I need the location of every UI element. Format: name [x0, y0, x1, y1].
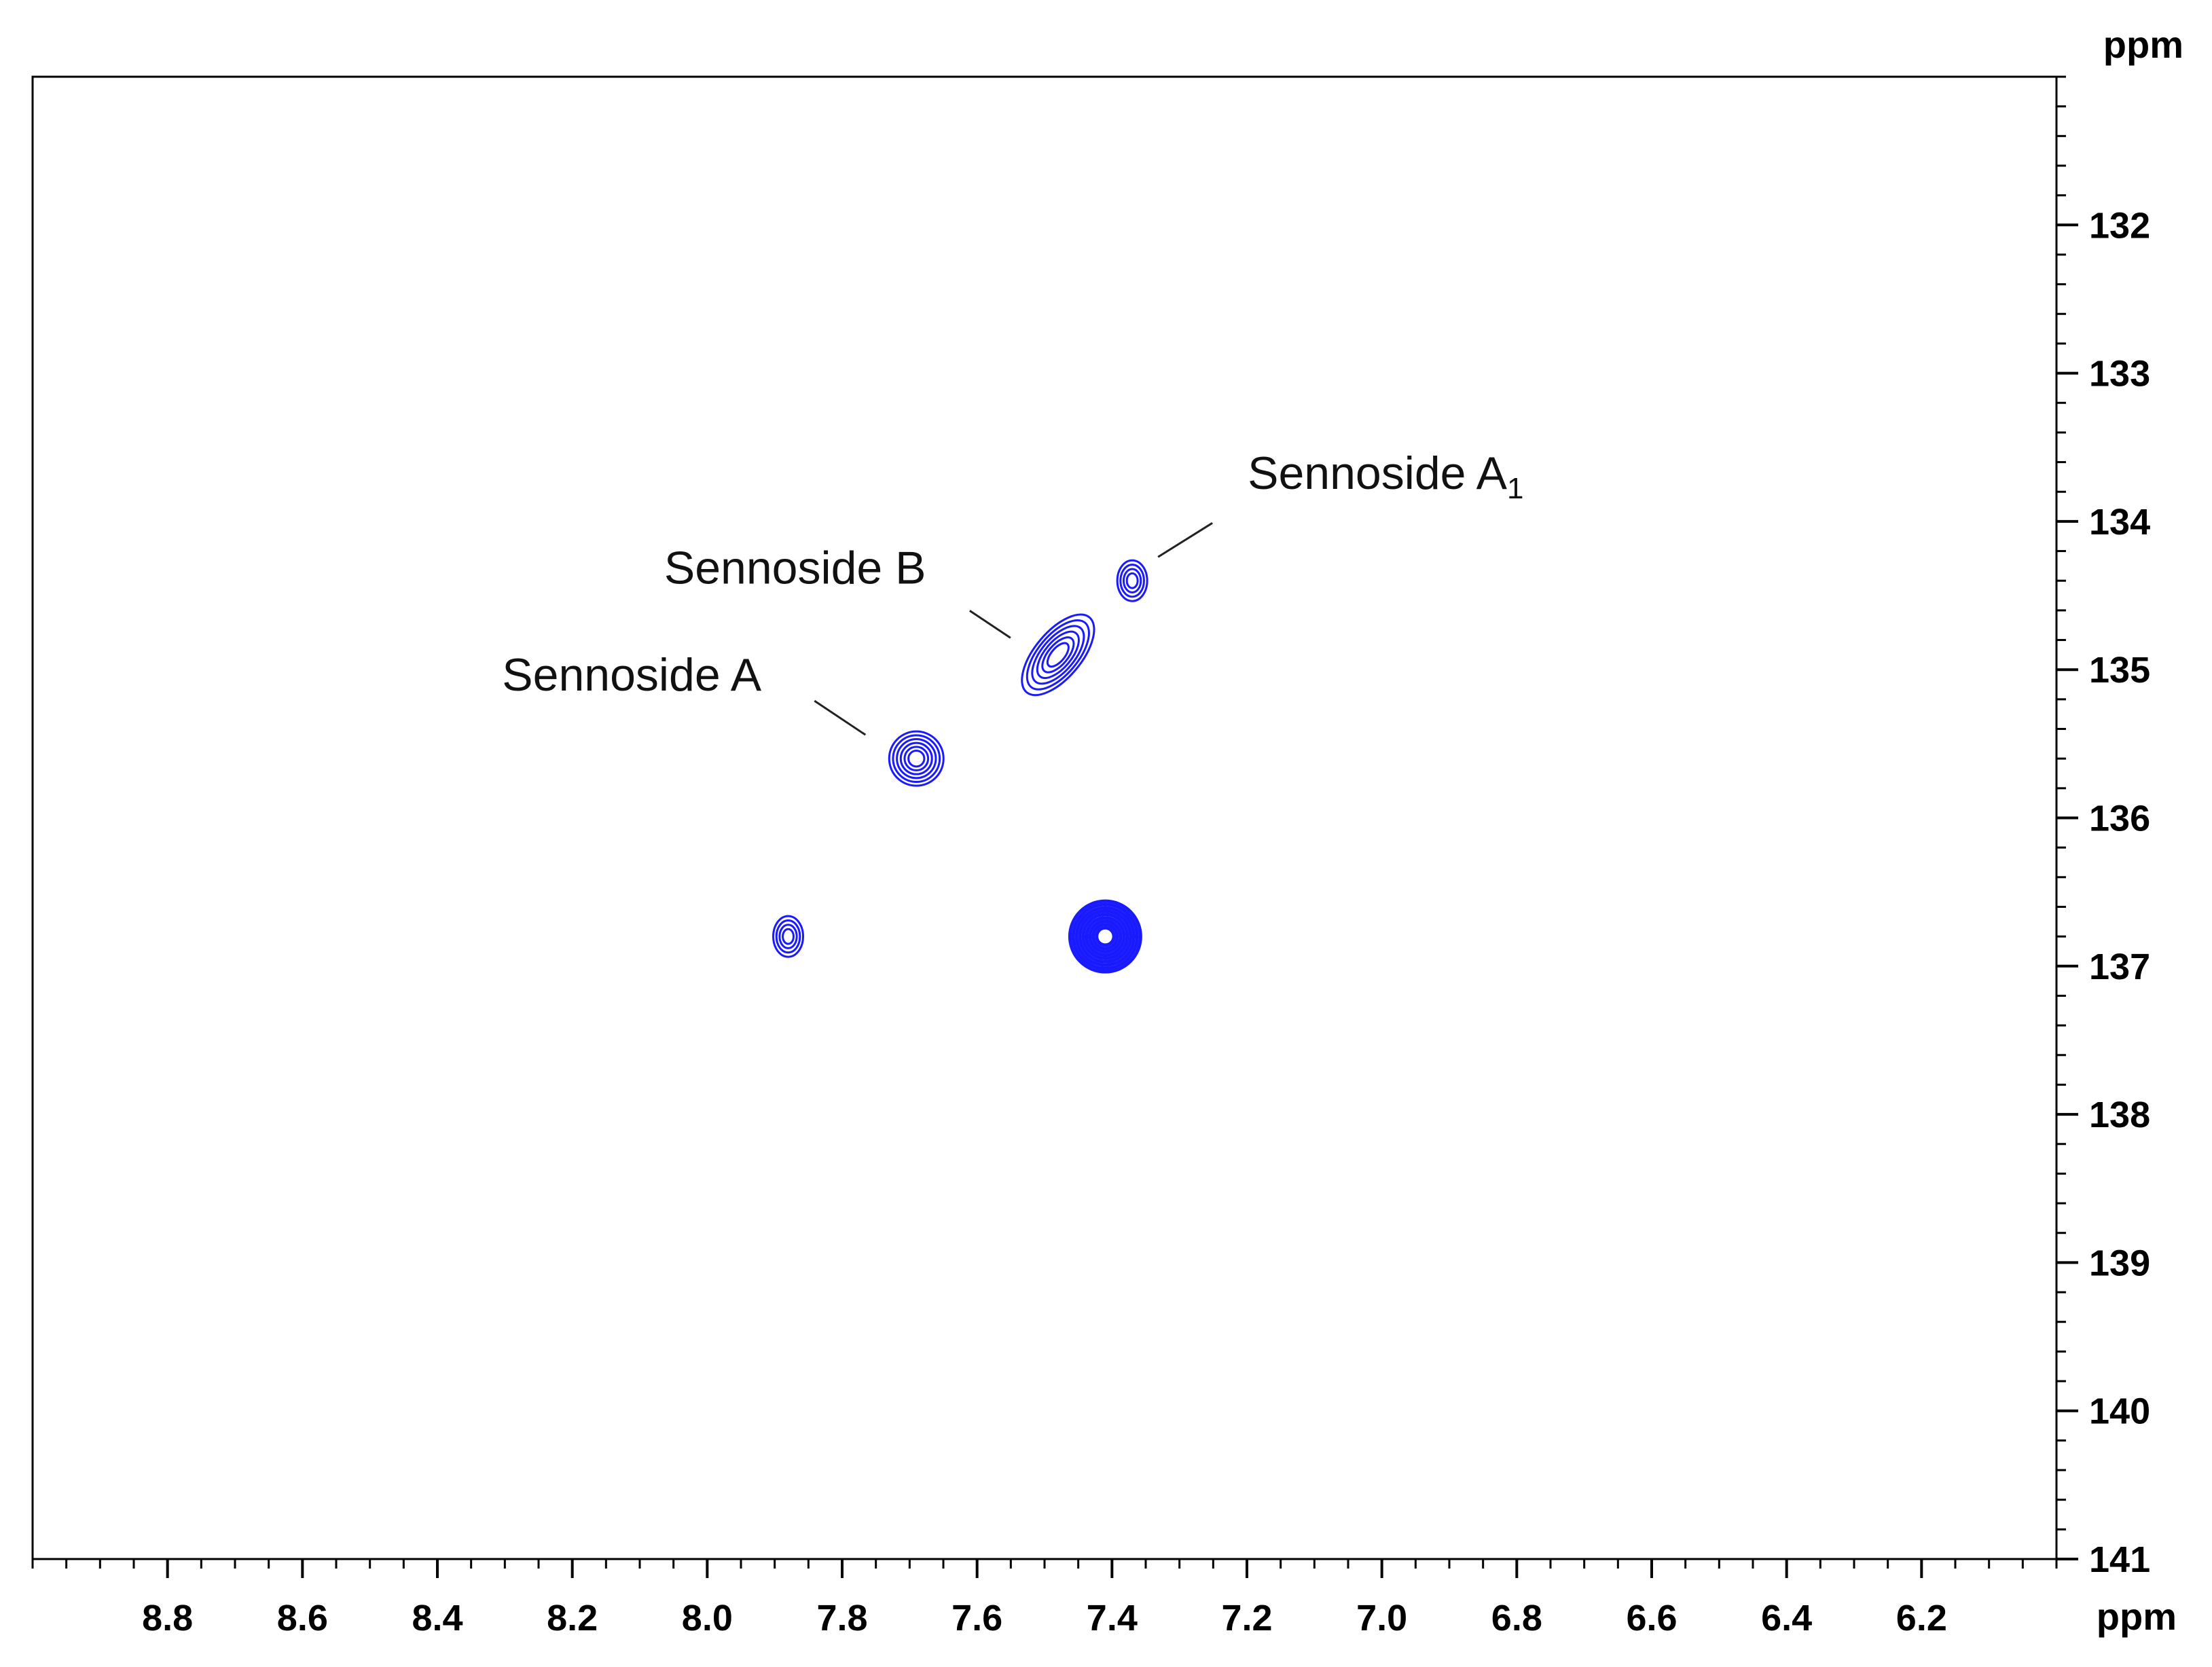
y-tick-label: 138 — [2089, 1095, 2150, 1135]
x-tick-label: 8.4 — [412, 1598, 463, 1638]
contour-ring — [888, 730, 945, 787]
peak-contour — [888, 730, 945, 787]
y-tick-label: 137 — [2089, 947, 2150, 987]
contour-ring — [1041, 636, 1075, 674]
x-tick-label: 8.8 — [142, 1598, 193, 1638]
x-tick-label: 7.6 — [951, 1598, 1002, 1638]
x-tick-label: 7.2 — [1221, 1598, 1272, 1638]
y-tick-label: 139 — [2089, 1243, 2150, 1283]
y-tick-label: 134 — [2089, 502, 2150, 543]
contour-ring — [1088, 919, 1123, 954]
contour-ring — [1081, 913, 1129, 960]
plot-frame — [31, 75, 2058, 1560]
contour-ring — [1036, 630, 1080, 679]
contour-ring — [1068, 899, 1142, 974]
x-tick-label: 7.8 — [816, 1598, 867, 1638]
contour-ring — [778, 923, 798, 949]
contour-ring — [1122, 568, 1142, 593]
y-tick-label: 141 — [2089, 1539, 2150, 1580]
contour-ring — [896, 738, 937, 780]
contour-ring — [1085, 916, 1126, 957]
contour-ring — [1026, 619, 1090, 691]
contour-ring — [892, 734, 941, 784]
y-axis-ticks: 132 133 134 135 136 137 138 139 140 141 — [2056, 75, 2150, 1580]
annotation-leader-line — [814, 699, 867, 736]
annotation-leader-line — [969, 610, 1011, 639]
y-tick-label: 140 — [2089, 1391, 2150, 1432]
contour-ring — [1125, 572, 1139, 589]
contour-ring — [1046, 642, 1070, 668]
contour-ring — [1119, 564, 1145, 598]
peak-contour — [1068, 899, 1142, 974]
y-tick-label: 136 — [2089, 799, 2150, 839]
x-tick-label: 6.8 — [1491, 1598, 1542, 1638]
y-tick-label: 133 — [2089, 354, 2150, 395]
annotations-layer: Sennoside A Sennoside B Sennoside A1 — [502, 447, 1523, 736]
annotation-label: Sennoside A1 — [1248, 447, 1523, 505]
contour-ring — [1091, 923, 1119, 951]
contour-ring — [772, 915, 805, 958]
annotation-subscript: 1 — [1507, 472, 1523, 505]
x-tick-label: 6.6 — [1626, 1598, 1677, 1638]
x-tick-label: 7.4 — [1087, 1598, 1138, 1638]
y-tick-label: 135 — [2089, 650, 2150, 691]
contour-ring — [1095, 926, 1116, 947]
contour-ring — [1078, 909, 1133, 964]
contour-ring — [899, 741, 933, 775]
contour-ring — [1021, 613, 1095, 697]
contour-ring — [1071, 902, 1139, 970]
peak-contour — [1021, 613, 1095, 697]
contour-ring — [782, 928, 795, 945]
x-axis-ticks: 8.8 8.6 8.4 8.2 8.0 7.8 7.6 7.4 7.2 7.0 6.8 6.6 6.4 6… — [31, 1559, 2058, 1638]
contour-ring — [1116, 559, 1148, 602]
y-axis-label: ppm — [2103, 23, 2183, 66]
x-tick-label: 8.2 — [547, 1598, 598, 1638]
annotation-label: Sennoside A — [502, 649, 762, 701]
contour-ring — [1031, 625, 1085, 685]
x-tick-label: 8.6 — [277, 1598, 328, 1638]
contour-ring — [775, 919, 801, 954]
x-tick-label: 6.4 — [1761, 1598, 1812, 1638]
peak-contour — [1116, 559, 1148, 602]
contour-ring — [903, 746, 930, 772]
x-axis-label: ppm — [2097, 1595, 2177, 1638]
peaks-layer — [772, 559, 1148, 974]
x-tick-label: 8.0 — [682, 1598, 733, 1638]
x-tick-label: 6.2 — [1896, 1598, 1947, 1638]
contour-ring — [907, 750, 926, 768]
peak-contour — [772, 915, 805, 958]
annotation-leader-line — [1157, 521, 1213, 558]
y-tick-label: 132 — [2089, 205, 2150, 246]
x-tick-label: 7.0 — [1356, 1598, 1407, 1638]
contour-ring — [1074, 906, 1136, 967]
annotation-label: Sennoside B — [664, 542, 926, 593]
